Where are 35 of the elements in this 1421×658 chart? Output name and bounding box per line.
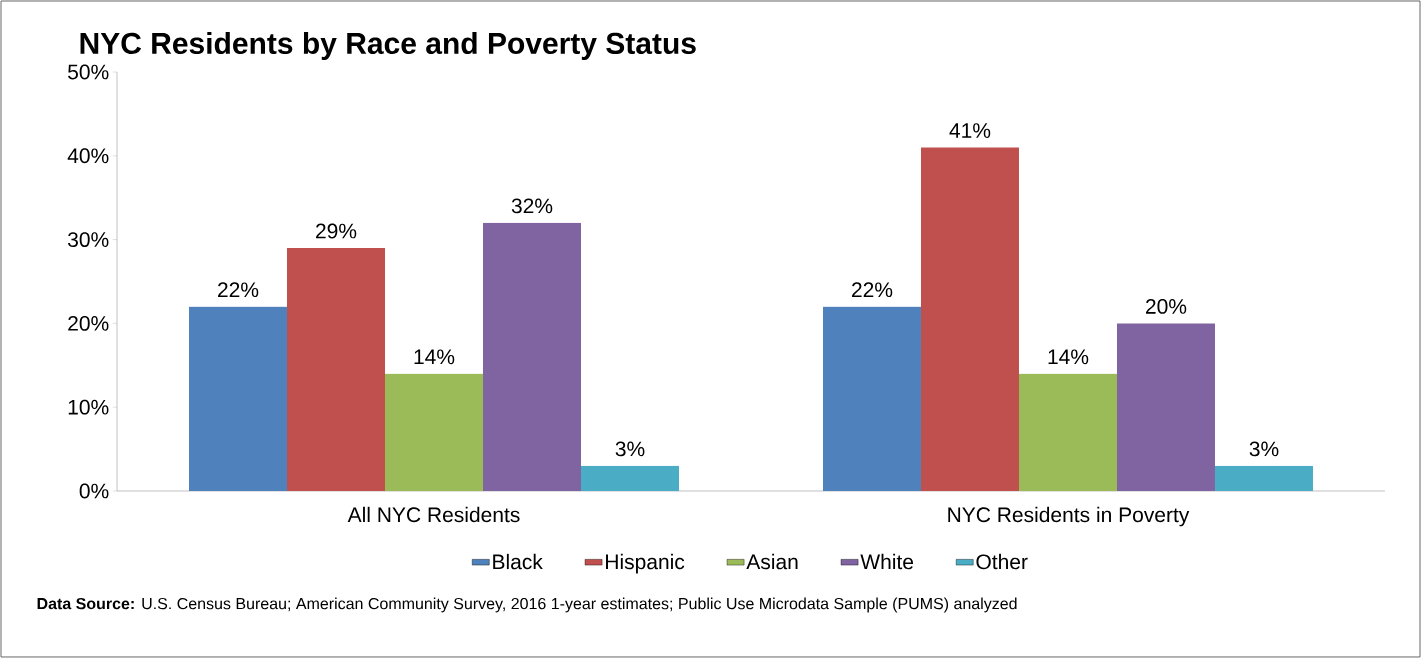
data-label: 41%	[949, 123, 991, 138]
x-tick-label: All NYC Residents	[347, 506, 520, 523]
bar	[287, 247, 385, 491]
data-label: 32%	[511, 198, 553, 214]
data-label: 22%	[852, 282, 893, 298]
data-label: 14%	[414, 349, 455, 365]
bar	[920, 147, 1019, 491]
text: Data Source: U.S. Census Bureau; American Community Survey, 2016 1-year estimates; Public Use Microdata Sample (PUMS) analyzed	[37, 597, 1017, 613]
x-tick-label: NYC Residents in Poverty	[948, 506, 1190, 527]
legend-label: Asian	[746, 553, 798, 570]
data-label: 22%	[218, 282, 259, 298]
y-tick-label: 10%	[68, 399, 109, 415]
legend-label: Black	[493, 553, 543, 570]
bar	[385, 373, 484, 491]
data-label: 29%	[316, 223, 357, 239]
y-tick-label: 0%	[79, 483, 109, 499]
data-label: 3%	[615, 441, 645, 457]
legend-label: Other	[976, 553, 1028, 570]
chart-title: NYC Residents by Race and Poverty Status	[80, 32, 696, 60]
y-tick-label: 20%	[68, 315, 109, 331]
data-label: 20%	[1146, 298, 1187, 314]
bar	[822, 306, 921, 491]
bar	[483, 222, 582, 491]
bar	[1214, 465, 1313, 491]
bar	[189, 306, 288, 491]
y-tick-label: 40%	[67, 148, 109, 164]
bar	[581, 465, 679, 491]
bar	[1116, 323, 1215, 491]
legend-label: Hispanic	[606, 553, 685, 574]
y-tick-label: 30%	[67, 232, 109, 248]
data-label: 3%	[1249, 441, 1279, 457]
data-label: 14%	[1048, 349, 1089, 365]
legend-label: White	[860, 553, 914, 570]
y-tick-label: 50%	[68, 64, 109, 80]
bar	[1018, 373, 1117, 491]
